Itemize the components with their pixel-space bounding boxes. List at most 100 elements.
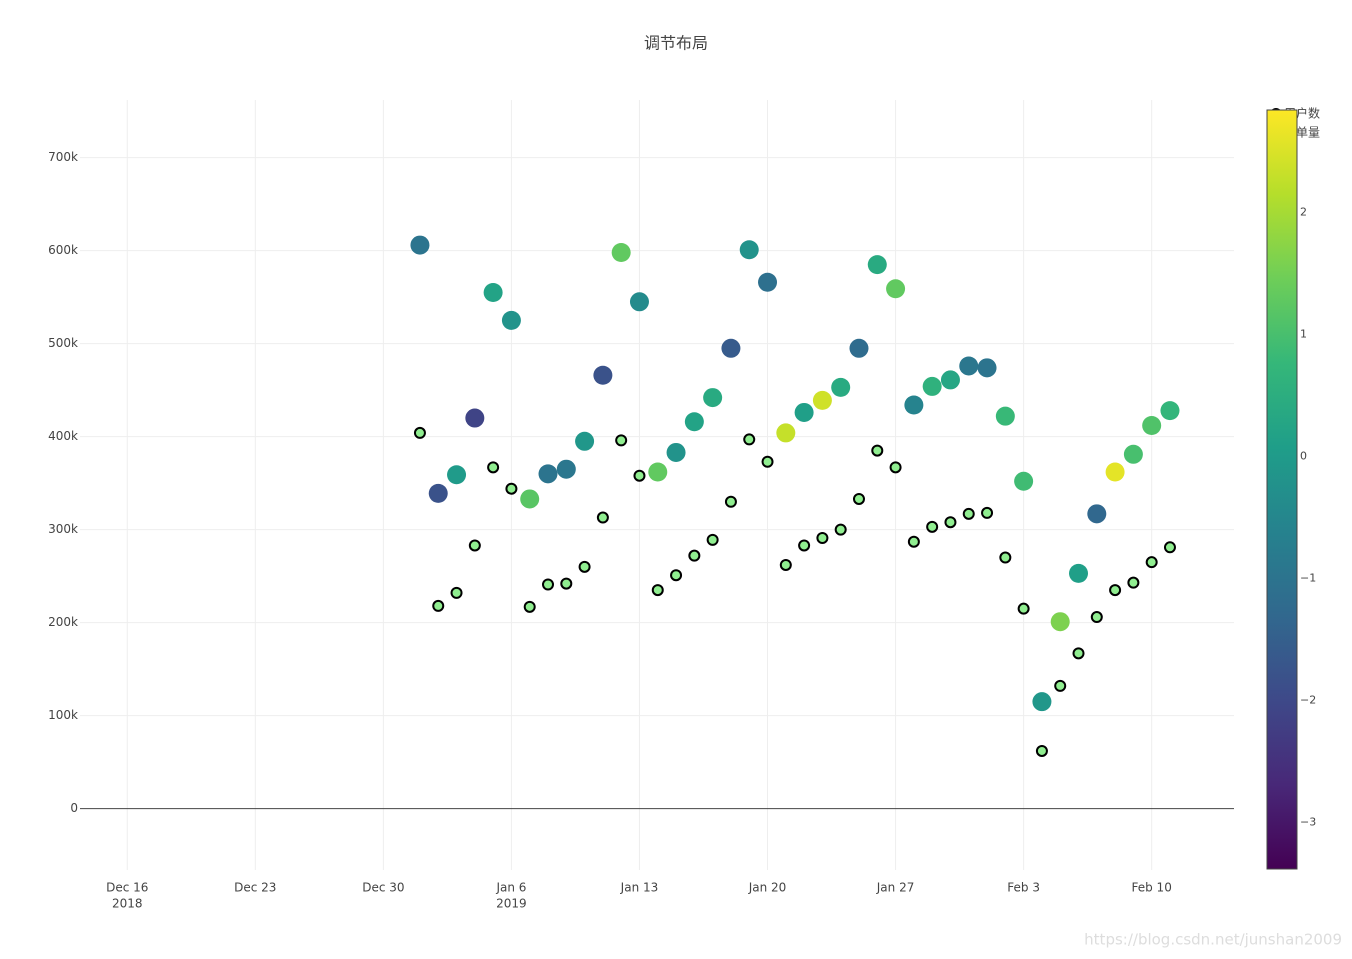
point — [410, 235, 430, 255]
point — [560, 577, 573, 590]
point — [758, 272, 778, 292]
watermark: https://blog.csdn.net/junshan2009 — [1084, 931, 1342, 949]
point — [886, 279, 906, 299]
point — [633, 469, 646, 482]
x-tick-label: Dec 30 — [362, 881, 404, 895]
point — [501, 310, 521, 330]
chart-title: 调节布局 — [644, 34, 708, 53]
y-tick-label: 400k — [48, 429, 78, 443]
point — [447, 465, 467, 485]
point — [520, 489, 540, 509]
point — [523, 600, 536, 613]
point — [1054, 679, 1067, 692]
x-tick-label: Jan 27 — [876, 881, 915, 895]
point — [666, 442, 686, 462]
point — [1123, 444, 1143, 464]
point — [959, 356, 979, 376]
point — [995, 406, 1015, 426]
y-tick-label: 200k — [48, 615, 78, 629]
point — [904, 395, 924, 415]
point — [413, 426, 426, 439]
point — [1014, 471, 1034, 491]
colorbar-tick-label: 0 — [1300, 450, 1307, 463]
point — [1069, 563, 1089, 583]
point — [1160, 401, 1180, 421]
point — [999, 551, 1012, 564]
x-tick-label: Feb 10 — [1132, 881, 1172, 895]
colorbar — [1266, 109, 1298, 870]
y-tick-label: 100k — [48, 708, 78, 722]
point — [1087, 504, 1107, 524]
colorbar-tick-label: −2 — [1300, 694, 1316, 707]
colorbar-tick-label: 1 — [1300, 328, 1307, 341]
point — [926, 520, 939, 533]
point — [834, 523, 847, 536]
point — [1090, 611, 1103, 624]
point — [1032, 692, 1052, 712]
point — [465, 408, 485, 428]
point — [816, 532, 829, 545]
point — [1163, 541, 1176, 554]
point — [505, 482, 518, 495]
colorbar-tick-label: 2 — [1300, 206, 1307, 219]
point — [812, 390, 832, 410]
point — [575, 431, 595, 451]
point — [907, 535, 920, 548]
point — [743, 433, 756, 446]
x-tick-label: Jan 6 — [495, 881, 526, 895]
point — [944, 516, 957, 529]
x-tick-label: Jan 20 — [748, 881, 787, 895]
y-tick-label: 700k — [48, 150, 78, 164]
point — [922, 376, 942, 396]
point — [688, 549, 701, 562]
point — [706, 533, 719, 546]
colorbar-tick-label: −3 — [1300, 816, 1316, 829]
point — [483, 283, 503, 302]
point — [651, 584, 664, 597]
point — [1072, 647, 1085, 660]
point — [852, 492, 865, 505]
point — [776, 423, 796, 443]
point — [867, 255, 887, 275]
point — [428, 483, 448, 503]
x-tick-label: Dec 23 — [234, 881, 276, 895]
point — [940, 370, 960, 390]
point — [889, 461, 902, 474]
point — [1145, 556, 1158, 569]
point — [450, 586, 463, 599]
point — [1105, 462, 1125, 482]
point — [798, 539, 811, 552]
point — [779, 558, 792, 571]
y-tick-label: 0 — [70, 801, 78, 815]
point — [538, 464, 558, 484]
point — [977, 358, 997, 378]
point — [648, 462, 668, 482]
point — [794, 402, 814, 422]
point — [432, 599, 445, 612]
point — [871, 444, 884, 457]
point — [596, 511, 609, 524]
point — [721, 338, 741, 358]
point — [556, 459, 576, 479]
y-tick-label: 300k — [48, 522, 78, 536]
point — [684, 412, 704, 432]
point — [1142, 415, 1162, 435]
point — [831, 377, 851, 397]
point — [1035, 744, 1048, 757]
y-tick-label: 500k — [48, 336, 78, 350]
point — [1050, 612, 1070, 632]
point — [703, 388, 723, 408]
y-tick-label: 600k — [48, 243, 78, 257]
x-tick-label: 2019 — [496, 897, 527, 911]
point — [724, 495, 737, 508]
x-tick-label: Dec 16 — [106, 881, 148, 895]
point — [487, 461, 500, 474]
point — [981, 506, 994, 519]
point — [1109, 584, 1122, 597]
point — [593, 365, 613, 385]
colorbar-tick-label: −1 — [1300, 572, 1316, 585]
x-tick-label: Jan 13 — [620, 881, 659, 895]
point — [739, 240, 759, 260]
